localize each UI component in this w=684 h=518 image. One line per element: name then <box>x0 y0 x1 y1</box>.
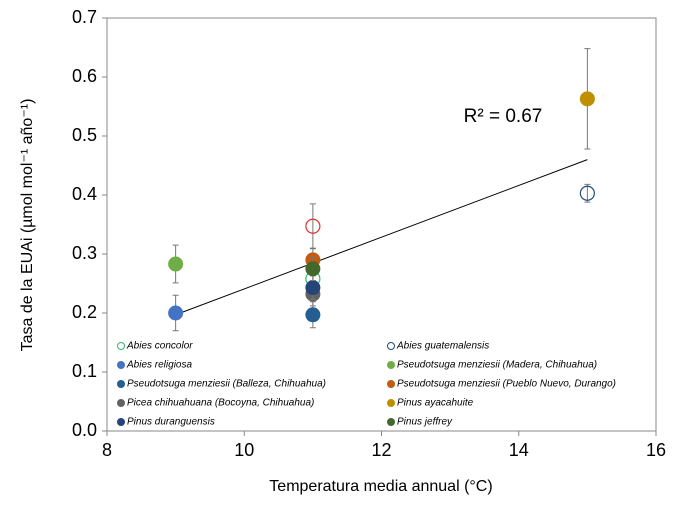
x-tick-label: 14 <box>509 440 529 460</box>
legend-marker <box>387 418 395 426</box>
annotation: R² = 0.67 <box>464 106 543 127</box>
legend-label: Pseudotsuga menziesii (Madera, Chihuahua… <box>397 360 597 371</box>
y-tick-label: 0.5 <box>72 125 97 145</box>
legend-label: Pseudotsuga menziesii (Pueblo Nuevo, Dur… <box>397 379 616 390</box>
y-tick-label: 0.3 <box>72 243 97 263</box>
legend-marker <box>387 399 395 407</box>
y-axis-label: Tasa de la EUAi (µmol mol⁻¹ año⁻¹) <box>19 99 36 352</box>
data-point <box>305 307 321 323</box>
legend-label: Pinus ayacahuite <box>397 398 474 409</box>
legend-marker <box>117 418 125 426</box>
y-tick-label: 0.4 <box>72 184 97 204</box>
legend-label: Pseudotsuga menziesii (Balleza, Chihuahu… <box>127 379 326 390</box>
data-point <box>168 305 184 321</box>
y-tick-label: 0.1 <box>72 361 97 381</box>
x-tick-label: 16 <box>646 440 666 460</box>
data-point <box>305 218 321 234</box>
x-axis-label: Temperatura media annual (°C) <box>269 478 492 495</box>
error-bar <box>584 183 591 203</box>
x-tick-label: 12 <box>371 440 391 460</box>
legend-marker <box>387 380 395 388</box>
x-tick-label: 8 <box>102 440 112 460</box>
y-tick-label: 0.6 <box>72 66 97 86</box>
legend-label: Abies concolor <box>126 341 193 352</box>
x-tick-label: 10 <box>234 440 254 460</box>
trendline <box>175 159 588 316</box>
legend-marker <box>117 361 125 369</box>
legend-marker <box>117 342 125 350</box>
legend-label: Picea chihuahuana (Bocoyna, Chihuahua) <box>127 398 314 409</box>
y-tick-label: 0.7 <box>72 7 97 27</box>
legend-label: Pinus jeffrey <box>397 417 453 428</box>
legend-marker <box>387 361 395 369</box>
data-point <box>168 256 184 272</box>
data-point <box>579 185 595 201</box>
data-point <box>305 280 321 296</box>
legend-marker <box>117 399 125 407</box>
legend-label: Abies religiosa <box>126 360 192 371</box>
legend-label: Abies guatemalensis <box>396 341 489 352</box>
data-point <box>305 261 321 277</box>
data-point <box>579 91 595 107</box>
error-bar <box>309 203 316 250</box>
legend-marker <box>117 380 125 388</box>
y-tick-label: 0.2 <box>72 302 97 322</box>
legend-label: Pinus duranguensis <box>127 417 215 428</box>
legend-marker <box>387 342 395 350</box>
y-tick-label: 0.0 <box>72 420 97 440</box>
